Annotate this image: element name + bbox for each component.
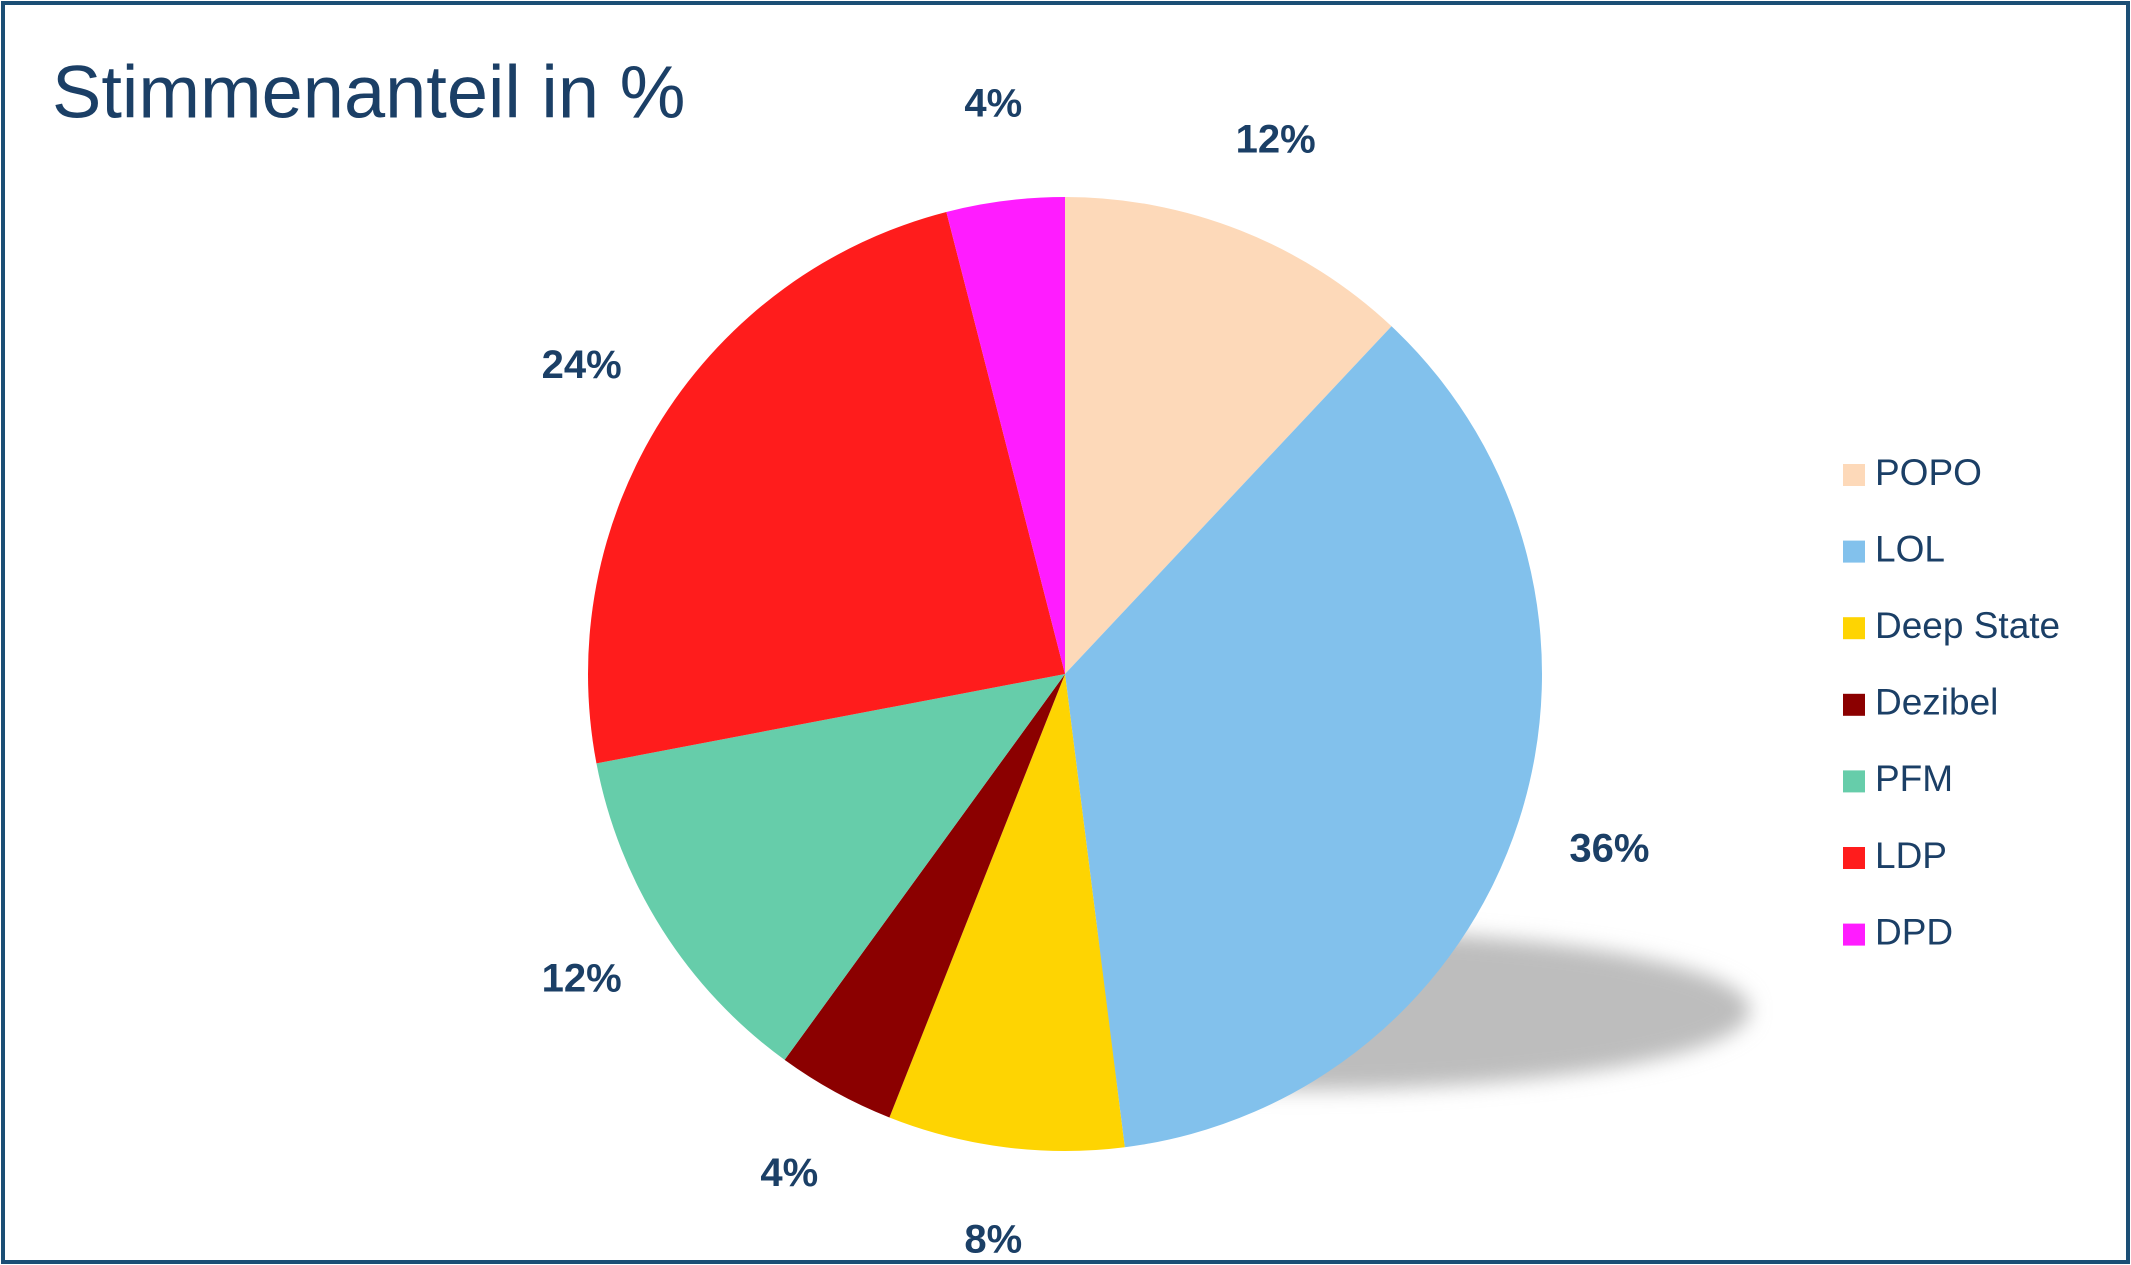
- legend-swatch: [1843, 770, 1865, 793]
- data-label: 8%: [964, 1217, 1022, 1261]
- data-label: 24%: [542, 343, 622, 387]
- data-label: 4%: [964, 82, 1022, 126]
- data-label: 36%: [1569, 826, 1649, 870]
- legend: POPO LOL Deep State Dezibel PFM LDP DPD: [1843, 452, 2060, 952]
- legend-label: Dezibel: [1875, 682, 1998, 723]
- legend-label: POPO: [1875, 452, 1982, 493]
- legend-label: PFM: [1875, 758, 1953, 799]
- pie-slice: [889, 674, 1125, 1151]
- legend-label: LDP: [1875, 835, 1947, 876]
- legend-swatch: [1843, 847, 1865, 869]
- pie-slice: [1065, 326, 1542, 1148]
- pie: 12% 36% 8% 4% 12% 24% 4%: [542, 82, 1650, 1262]
- pie-slice: [784, 674, 1065, 1118]
- pie-slice: [1065, 197, 1392, 674]
- pie-slice: [596, 674, 1065, 1060]
- data-label: 12%: [542, 956, 622, 1000]
- legend-swatch: [1843, 464, 1865, 486]
- pie-slice: [588, 211, 1065, 764]
- chart-title: Stimmenanteil in %: [52, 51, 685, 134]
- data-label: 4%: [760, 1151, 818, 1195]
- legend-swatch: [1843, 617, 1865, 640]
- pie-slice: [946, 197, 1065, 674]
- legend-label: DPD: [1875, 911, 1953, 952]
- legend-swatch: [1843, 923, 1865, 946]
- legend-swatch: [1843, 693, 1865, 716]
- data-label: 12%: [1236, 117, 1316, 161]
- legend-swatch: [1843, 540, 1865, 563]
- legend-label: LOL: [1875, 528, 1945, 569]
- legend-label: Deep State: [1875, 605, 2060, 646]
